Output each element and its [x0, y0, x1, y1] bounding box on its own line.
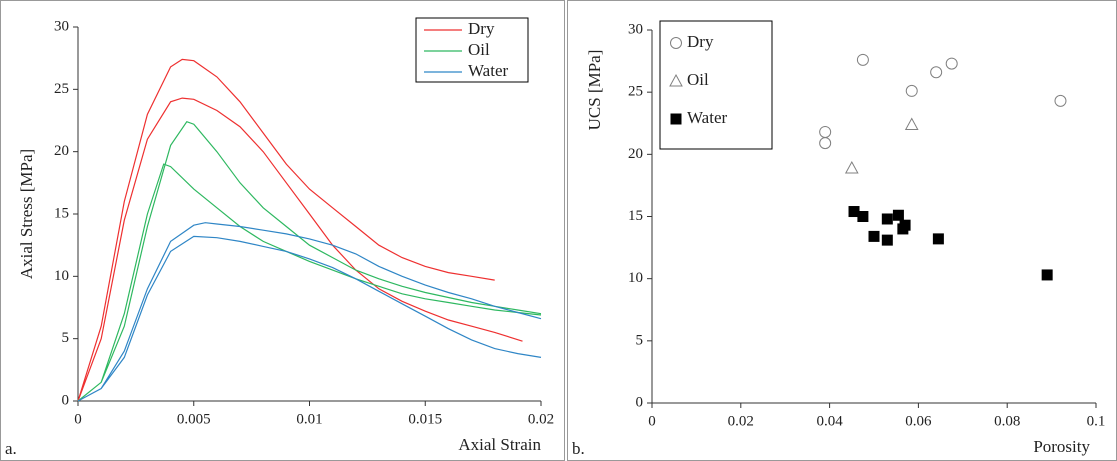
x-tick-label: 0.01: [296, 411, 322, 427]
marker: [844, 160, 859, 174]
marker: [819, 125, 832, 138]
legend-label: Oil: [468, 40, 490, 59]
legend-label: Dry: [687, 32, 714, 51]
marker: [857, 211, 869, 222]
y-tick-label: 25: [54, 81, 69, 97]
marker: [868, 230, 880, 242]
y-tick-label: 0: [62, 392, 70, 408]
y-tick-label: 10: [628, 270, 643, 286]
marker: [930, 66, 943, 79]
panel-label: b.: [572, 439, 585, 458]
x-tick-label: 0.02: [528, 411, 554, 427]
y-tick-label: 0: [636, 394, 644, 410]
x-tick-label: 0: [74, 411, 82, 427]
marker: [932, 233, 944, 245]
y-axis-label: Axial Stress [MPa]: [17, 149, 36, 279]
x-tick-label: 0.005: [177, 411, 211, 427]
y-tick-label: 15: [628, 208, 643, 224]
data-line: [77, 120, 542, 402]
x-tick-label: 0.06: [905, 413, 932, 429]
marker: [904, 117, 919, 130]
x-tick-label: 0.02: [728, 413, 754, 429]
x-axis-label: Porosity: [1033, 437, 1090, 456]
y-tick-label: 10: [54, 268, 69, 284]
data-line: [77, 58, 523, 402]
legend-label: Dry: [468, 19, 495, 38]
data-line: [77, 222, 542, 402]
y-tick-label: 20: [54, 143, 69, 159]
marker: [856, 53, 869, 66]
marker: [848, 206, 860, 218]
y-tick-label: 5: [62, 330, 70, 346]
y-tick-label: 25: [628, 84, 643, 100]
panel-border: [567, 0, 1117, 461]
x-tick-label: 0: [648, 413, 656, 429]
marker: [905, 84, 918, 97]
legend-label: Water: [687, 108, 727, 127]
marker: [897, 223, 909, 235]
y-axis-label: UCS [MPa]: [585, 50, 604, 131]
legend-marker: [670, 113, 682, 125]
x-tick-label: 0.015: [408, 411, 442, 427]
x-tick-label: 0.04: [816, 413, 843, 429]
x-tick-label: 0.08: [994, 413, 1020, 429]
x-tick-label: 0.1: [1087, 413, 1106, 429]
marker: [881, 234, 893, 246]
marker: [819, 137, 832, 150]
legend-box: [415, 17, 529, 83]
legend-label: Water: [468, 61, 508, 80]
panel-label: a.: [5, 439, 17, 458]
marker: [945, 57, 958, 70]
y-tick-label: 20: [628, 146, 643, 162]
y-tick-label: 5: [636, 332, 644, 348]
legend-label: Oil: [687, 70, 709, 89]
marker: [892, 209, 904, 221]
y-tick-label: 15: [54, 205, 69, 221]
y-tick-label: 30: [628, 21, 643, 37]
legend-marker: [670, 37, 682, 49]
marker: [1054, 94, 1067, 107]
marker: [1041, 269, 1053, 281]
x-axis-label: Axial Strain: [458, 435, 541, 454]
marker: [881, 213, 893, 225]
y-tick-label: 30: [54, 18, 69, 34]
legend-marker: [669, 73, 683, 87]
